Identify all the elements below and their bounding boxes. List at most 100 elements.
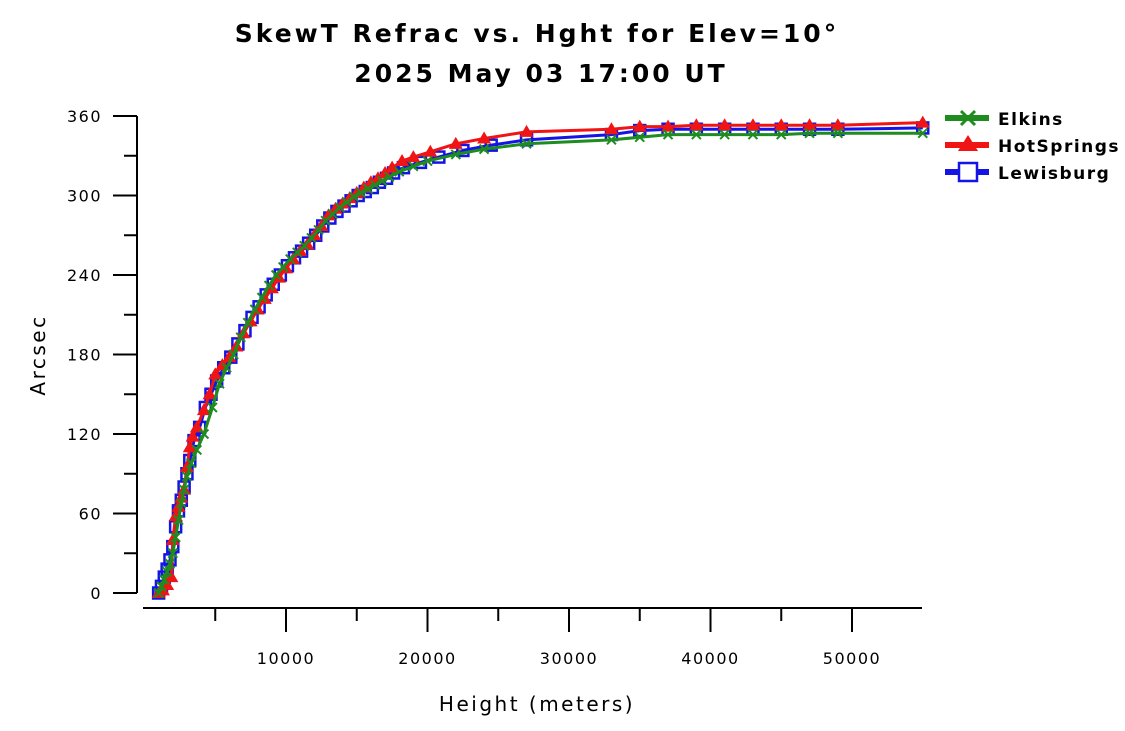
data-point xyxy=(456,143,470,158)
data-point xyxy=(316,219,330,233)
data-point xyxy=(181,471,193,482)
x-tick-label: 10000 xyxy=(257,649,315,668)
data-point xyxy=(604,122,619,135)
data-point xyxy=(804,128,815,139)
x-axis-label: Height (meters) xyxy=(439,692,635,716)
data-point xyxy=(719,129,730,140)
data-point xyxy=(747,129,759,140)
data-point xyxy=(832,128,844,139)
x-tick-label: 20000 xyxy=(398,649,456,668)
data-point xyxy=(634,131,645,143)
data-point xyxy=(776,129,787,140)
data-point xyxy=(348,191,360,203)
data-point xyxy=(191,444,203,456)
data-point xyxy=(691,129,702,140)
data-point xyxy=(448,136,463,149)
data-point xyxy=(313,224,324,236)
legend-marker xyxy=(959,109,977,127)
data-point xyxy=(156,581,167,592)
data-point xyxy=(221,362,232,373)
series-line xyxy=(157,126,923,594)
y-tick-label: 240 xyxy=(67,266,102,285)
chart-title: SkewT Refrac vs. Hght for Elev=10° xyxy=(235,19,839,48)
data-point xyxy=(745,118,760,131)
x-axis: 10000 20000 30000 40000 50000 xyxy=(143,607,922,668)
data-point xyxy=(369,179,381,191)
data-point xyxy=(222,350,237,363)
data-point xyxy=(519,124,534,137)
data-point xyxy=(450,149,462,160)
y-tick-label: 120 xyxy=(67,425,102,444)
y-tick-label: 60 xyxy=(79,505,102,524)
chart-subtitle: 2025 May 03 17:00 UT xyxy=(354,59,727,88)
data-point xyxy=(917,128,928,139)
legend-item-lewisburg: Lewisburg xyxy=(945,161,1110,184)
data-point xyxy=(263,280,275,291)
data-point xyxy=(178,484,190,495)
data-point xyxy=(606,134,617,146)
legend-label: Elkins xyxy=(998,110,1064,130)
data-point xyxy=(355,187,367,199)
data-point xyxy=(484,138,498,152)
data-point xyxy=(235,332,246,343)
series-lewisburg xyxy=(151,121,930,600)
data-point xyxy=(385,160,400,173)
data-point xyxy=(208,367,223,380)
y-tick-label: 180 xyxy=(67,346,102,365)
legend-item-elkins: Elkins xyxy=(945,109,1064,130)
data-point xyxy=(170,532,181,543)
data-point xyxy=(173,514,184,526)
data-point xyxy=(185,429,200,442)
legend-marker xyxy=(958,135,978,151)
data-point xyxy=(160,578,175,591)
data-point xyxy=(214,378,225,389)
data-point xyxy=(164,558,176,570)
data-point xyxy=(256,292,268,303)
data-point xyxy=(242,317,254,328)
series-layer xyxy=(151,115,930,600)
data-point xyxy=(521,138,532,150)
data-point xyxy=(774,118,789,131)
series-line xyxy=(157,131,923,594)
data-point xyxy=(198,428,210,440)
data-point xyxy=(299,240,310,252)
data-point xyxy=(167,548,179,559)
data-point xyxy=(662,129,674,140)
data-point xyxy=(632,119,647,132)
data-point xyxy=(362,183,374,195)
x-tick-label: 40000 xyxy=(681,649,739,668)
series-line xyxy=(157,121,923,595)
data-point xyxy=(384,171,395,183)
data-point xyxy=(830,118,845,131)
data-point xyxy=(279,261,293,274)
y-tick-label: 360 xyxy=(67,107,102,126)
x-tick-label: 30000 xyxy=(540,649,598,668)
y-tick-label: 0 xyxy=(90,584,102,603)
data-point xyxy=(423,144,438,157)
data-point xyxy=(395,154,410,167)
legend-item-hotsprings: HotSprings xyxy=(945,135,1120,157)
data-point xyxy=(207,402,218,413)
y-axis: 0 60 120 180 240 300 360 xyxy=(67,107,138,603)
data-point xyxy=(202,387,217,400)
data-point xyxy=(717,118,732,131)
data-point xyxy=(477,131,492,144)
data-point xyxy=(406,150,421,163)
data-point xyxy=(661,119,676,132)
data-point xyxy=(321,208,336,221)
legend-label: Lewisburg xyxy=(998,164,1110,184)
legend-label: HotSprings xyxy=(998,137,1120,157)
legend-marker xyxy=(957,161,979,183)
y-axis-label: Arcsec xyxy=(26,314,50,395)
data-point xyxy=(802,118,817,131)
data-point xyxy=(334,202,345,213)
data-point xyxy=(408,161,419,172)
data-point xyxy=(159,574,170,585)
data-point xyxy=(176,497,187,509)
data-point xyxy=(277,261,289,273)
data-point xyxy=(341,196,353,208)
data-point xyxy=(328,201,343,214)
data-point xyxy=(422,155,433,167)
x-tick-label: 50000 xyxy=(823,649,881,668)
